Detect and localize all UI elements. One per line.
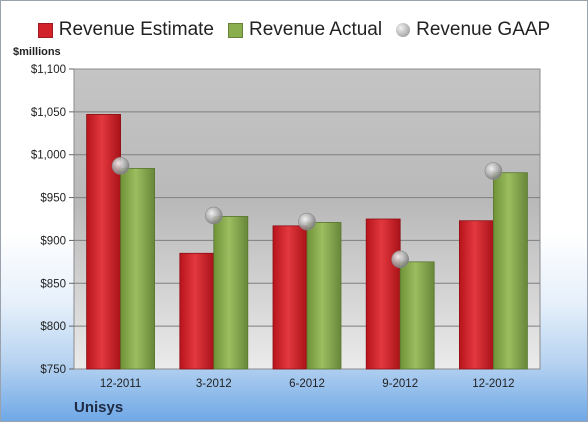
bar-estimate (365, 218, 401, 370)
x-tick-label: 9-2012 (382, 378, 418, 390)
marker-gaap (391, 250, 410, 269)
y-tick-label: $900 (40, 235, 66, 247)
legend-item-actual: Revenue Actual (228, 19, 382, 41)
bar-actual (492, 172, 528, 370)
y-tick-label: $1,100 (31, 64, 66, 76)
y-axis-unit-label: $millions (13, 46, 61, 58)
x-tick-label: 6-2012 (289, 378, 325, 390)
bar-actual (399, 261, 435, 370)
marker-gaap (298, 212, 316, 231)
bar-actual (306, 222, 342, 370)
marker-gaap (484, 162, 503, 180)
bars (86, 114, 528, 370)
y-tick-label: $800 (40, 321, 66, 333)
y-tick-label: $850 (40, 278, 66, 290)
y-tick-label: $950 (40, 193, 66, 205)
legend-label-actual: Revenue Actual (249, 19, 383, 40)
bar-estimate (458, 220, 494, 370)
y-axis-ticks: $750 $800 $850 $900 $950 $1,000 $1,050 $1,100 (31, 64, 74, 376)
bar-estimate (86, 114, 121, 370)
marker-gaap (205, 206, 223, 225)
y-tick-label: $750 (40, 364, 66, 376)
y-tick-label: $1,000 (31, 150, 66, 162)
bar-actual (120, 168, 155, 370)
legend-marker-gaap (396, 23, 411, 37)
x-tick-label: 3-2012 (196, 378, 232, 390)
x-tick-label: 12-2011 (100, 378, 141, 390)
x-axis-ticks: 12-2011 3-2012 6-2012 9-2012 12-2012 (100, 378, 515, 390)
bar-actual (213, 216, 249, 370)
company-name: Unisys (74, 399, 124, 416)
x-tick-label: 12-2012 (472, 378, 514, 390)
legend: Revenue Estimate Revenue Actual Revenue … (1, 15, 587, 45)
legend-swatch-actual (228, 22, 243, 38)
legend-swatch-estimate (37, 22, 53, 38)
legend-label-gaap: Revenue GAAP (416, 19, 551, 40)
bar-estimate (179, 252, 215, 370)
marker-gaap (111, 157, 130, 175)
gaap-markers (111, 157, 503, 269)
legend-label-estimate: Revenue Estimate (58, 19, 214, 40)
y-tick-label: $1,050 (31, 107, 66, 119)
legend-item-gaap: Revenue GAAP (396, 19, 550, 41)
legend-item-estimate: Revenue Estimate (37, 19, 214, 41)
bar-estimate (272, 225, 308, 370)
